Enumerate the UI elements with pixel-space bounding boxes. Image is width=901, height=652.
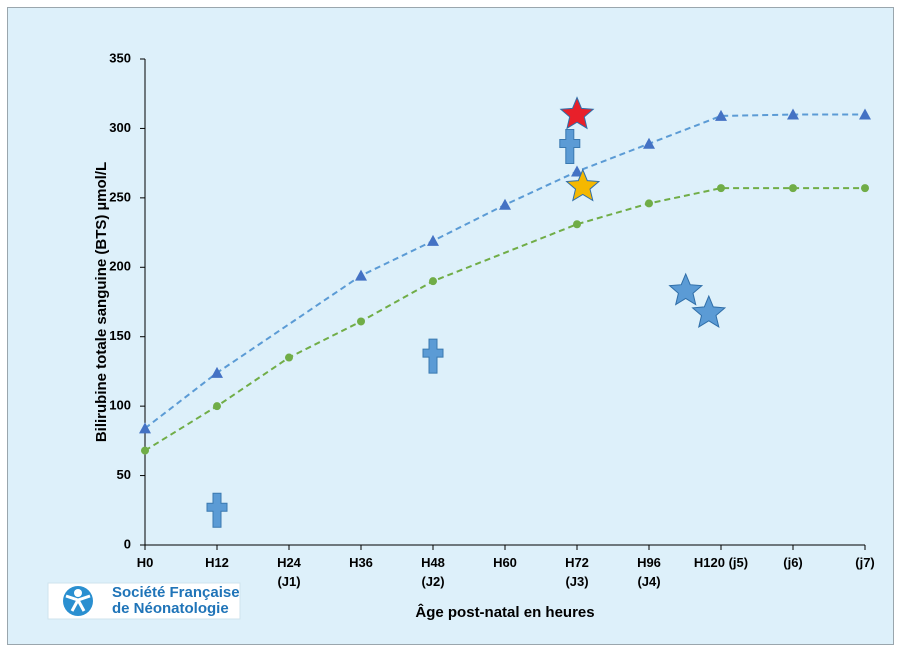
cross-marker <box>559 128 581 164</box>
y-tick-label: 100 <box>109 398 131 413</box>
y-tick-label: 0 <box>124 536 131 551</box>
triangle-marker <box>139 422 151 434</box>
circle-marker <box>429 277 437 286</box>
x-tick-label: H120 (j5) <box>693 555 749 570</box>
logo-text: Société Française <box>112 584 240 601</box>
y-tick-label: 350 <box>109 50 131 65</box>
y-tick-label: 200 <box>109 259 131 274</box>
x-tick-label: (j7) <box>855 555 875 570</box>
star-marker <box>691 294 727 328</box>
circle-marker <box>285 353 293 362</box>
circle-marker <box>789 184 797 193</box>
x-tick-label: H96 (J4) <box>637 555 661 589</box>
circle-marker <box>573 220 581 229</box>
x-axis-label: Âge post-natal en heures <box>415 603 594 621</box>
x-tick-label: H12 <box>205 555 229 570</box>
x-tick-label: H48 (J2) <box>421 555 445 589</box>
y-tick-label: 250 <box>109 189 131 204</box>
circle-marker <box>645 199 653 208</box>
circle-marker <box>141 446 149 455</box>
series-line <box>144 187 865 452</box>
star-marker <box>668 272 704 306</box>
x-tick-label: H24 (J1) <box>277 555 301 589</box>
triangle-marker <box>859 108 871 120</box>
circle-marker <box>357 317 365 326</box>
triangle-marker <box>499 198 511 210</box>
y-axis-label: Bilirubine totale sanguine (BTS) µmol/L <box>93 162 110 442</box>
circle-marker <box>213 402 221 411</box>
panel <box>7 7 894 645</box>
star-marker <box>559 96 595 130</box>
logo-icon <box>47 582 241 620</box>
triangle-marker <box>571 165 583 177</box>
triangle-marker <box>715 109 727 121</box>
y-tick-label: 50 <box>117 467 131 482</box>
x-tick-label: H60 <box>493 555 517 570</box>
x-tick-label: (j6) <box>783 555 803 570</box>
y-tick-label: 300 <box>109 120 131 135</box>
x-tick-label: H0 <box>136 555 154 570</box>
star-marker <box>565 168 601 202</box>
cross-marker <box>422 338 444 374</box>
cross-marker <box>206 492 228 528</box>
x-tick-label: H36 <box>349 555 373 570</box>
logo-text: de Néonatologie <box>112 600 229 617</box>
circle-marker <box>717 184 725 193</box>
triangle-marker <box>427 234 439 246</box>
triangle-marker <box>355 269 367 281</box>
circle-marker <box>861 184 869 193</box>
triangle-marker <box>643 137 655 149</box>
y-tick-label: 150 <box>109 328 131 343</box>
triangle-marker <box>211 366 223 378</box>
x-tick-label: H72 (J3) <box>565 555 589 589</box>
triangle-marker <box>787 108 799 120</box>
series-line <box>144 113 865 430</box>
